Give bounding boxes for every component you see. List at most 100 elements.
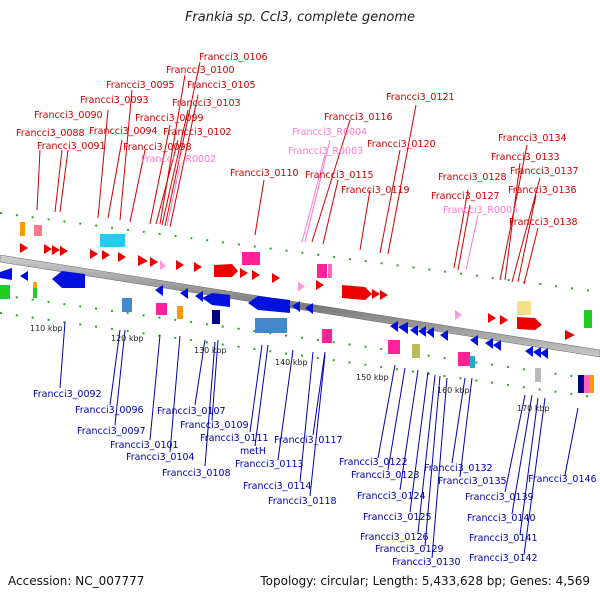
gene-label: Francci3_0137	[510, 166, 579, 177]
gene-label: Francci3_0098	[123, 142, 192, 153]
gene-label: Francci3_0099	[135, 113, 204, 124]
reverse-arrows	[0, 268, 548, 359]
gene-label: Francci3_R0005	[443, 205, 518, 216]
gene-feature	[255, 318, 287, 333]
gene-feature	[317, 264, 327, 278]
tick-label: 170 kbp	[517, 404, 550, 413]
tick-label: 160 kbp	[437, 386, 470, 395]
gene-feature	[34, 225, 42, 236]
gene-label: Francci3_R0004	[292, 127, 367, 138]
gene-label: Francci3_0129	[375, 544, 444, 555]
gene-label: Francci3_0128	[438, 172, 507, 183]
gene-label: Francci3_0096	[75, 405, 144, 416]
gene-label: Francci3_0102	[163, 127, 232, 138]
gene-label: Francci3_0132	[424, 463, 493, 474]
top-leader-lines	[36, 61, 541, 285]
gene-feature	[122, 298, 132, 312]
gene-label: Francci3_0120	[367, 139, 436, 150]
tick-label: 140 kbp	[275, 358, 308, 367]
gene-feature	[156, 303, 167, 315]
gene-label: Francci3_0114	[243, 481, 312, 492]
gene-label: Francci3_0117	[274, 435, 343, 446]
gene-label: Francci3_0125	[363, 512, 432, 523]
gene-feature	[242, 252, 260, 265]
gene-feature	[328, 264, 332, 278]
gene-label: Francci3_0097	[77, 426, 146, 437]
gene-label: Francci3_0126	[360, 532, 429, 543]
gene-label: Francci3_0141	[469, 533, 538, 544]
gene-label: Francci3_0115	[305, 170, 374, 181]
gene-label: Francci3_0119	[341, 185, 410, 196]
gene-label: Francci3_0134	[498, 133, 567, 144]
scale-ticks: 110 kbp 120 kbp 130 kbp 140 kbp 150 kbp …	[30, 324, 550, 413]
gene-feature	[589, 375, 594, 393]
gene-feature	[412, 344, 420, 358]
tick-label: 110 kbp	[30, 324, 63, 333]
gene-label: Francci3_R0003	[288, 146, 363, 157]
bottom-gene-labels: Francci3_0092 Francci3_0096 Francci3_009…	[33, 389, 597, 568]
gene-label: Francci3_0113	[235, 459, 304, 470]
gene-feature	[212, 310, 220, 324]
gene-label: Francci3_0104	[126, 452, 195, 463]
gene-feature	[584, 310, 592, 328]
gene-feature	[177, 306, 183, 319]
gene-feature	[517, 301, 531, 315]
gene-feature	[578, 375, 584, 393]
gene-label: Francci3_0092	[33, 389, 102, 400]
gene-label: Francci3_0110	[230, 168, 299, 179]
gene-label: Francci3_0088	[16, 128, 85, 139]
gene-label: Francci3_0100	[166, 65, 235, 76]
gene-label: Francci3_R0002	[141, 154, 216, 165]
gene-label: Francci3_0111	[200, 433, 269, 444]
gene-label: metH	[240, 446, 266, 457]
gene-label: Francci3_0122	[339, 457, 408, 468]
gene-feature	[20, 222, 25, 236]
gene-label: Francci3_0138	[509, 217, 578, 228]
top-gene-labels: Francci3_0106 Francci3_0100 Francci3_009…	[16, 52, 579, 228]
gene-feature	[388, 340, 400, 354]
gene-feature	[33, 282, 37, 288]
gene-label: Francci3_0136	[508, 185, 577, 196]
reverse-inner-track	[0, 282, 594, 393]
gene-label: Francci3_0093	[80, 95, 149, 106]
gene-label: Francci3_0123	[351, 470, 420, 481]
gene-label: Francci3_0127	[431, 191, 500, 202]
gene-label: Francci3_0118	[268, 496, 337, 507]
forward-arrows	[20, 243, 575, 340]
gene-label: Francci3_0140	[467, 513, 536, 524]
gene-label: Francci3_0124	[357, 491, 426, 502]
gene-label: Francci3_0109	[180, 420, 249, 431]
gene-label: Francci3_0101	[110, 440, 179, 451]
gene-label: Francci3_0108	[162, 468, 231, 479]
gene-feature	[535, 368, 541, 382]
gene-label: Francci3_0090	[34, 110, 103, 121]
gene-feature	[322, 329, 332, 343]
gene-label: Francci3_0091	[37, 141, 106, 152]
gene-label: Francci3_0142	[469, 553, 538, 564]
gene-label: Francci3_0146	[528, 474, 597, 485]
gene-label: Francci3_0103	[172, 98, 241, 109]
gene-label: Francci3_0139	[465, 492, 534, 503]
gene-label: Francci3_0121	[386, 92, 455, 103]
gene-feature	[458, 352, 470, 366]
gene-feature	[0, 285, 10, 299]
page-title: Frankia sp. CcI3, complete genome	[184, 10, 416, 25]
accession-text: Accession: NC_007777	[8, 574, 145, 588]
gene-feature	[470, 356, 475, 368]
gene-label: Francci3_0105	[187, 80, 256, 91]
gene-label: Francci3_0107	[157, 406, 226, 417]
bottom-leader-lines	[59, 321, 579, 559]
gene-feature	[584, 375, 589, 393]
tick-label: 150 kbp	[356, 373, 389, 382]
rna-features	[160, 260, 462, 320]
gene-label: Francci3_0135	[438, 476, 507, 487]
gene-label: Francci3_0130	[392, 557, 461, 568]
gene-label: Francci3_0133	[491, 152, 560, 163]
gene-feature	[33, 288, 37, 298]
gene-feature	[100, 234, 125, 247]
gene-label: Francci3_0094	[89, 126, 158, 137]
gene-label: Francci3_0095	[106, 80, 175, 91]
gene-label: Francci3_0106	[199, 52, 268, 63]
gene-label: Francci3_0116	[324, 112, 393, 123]
